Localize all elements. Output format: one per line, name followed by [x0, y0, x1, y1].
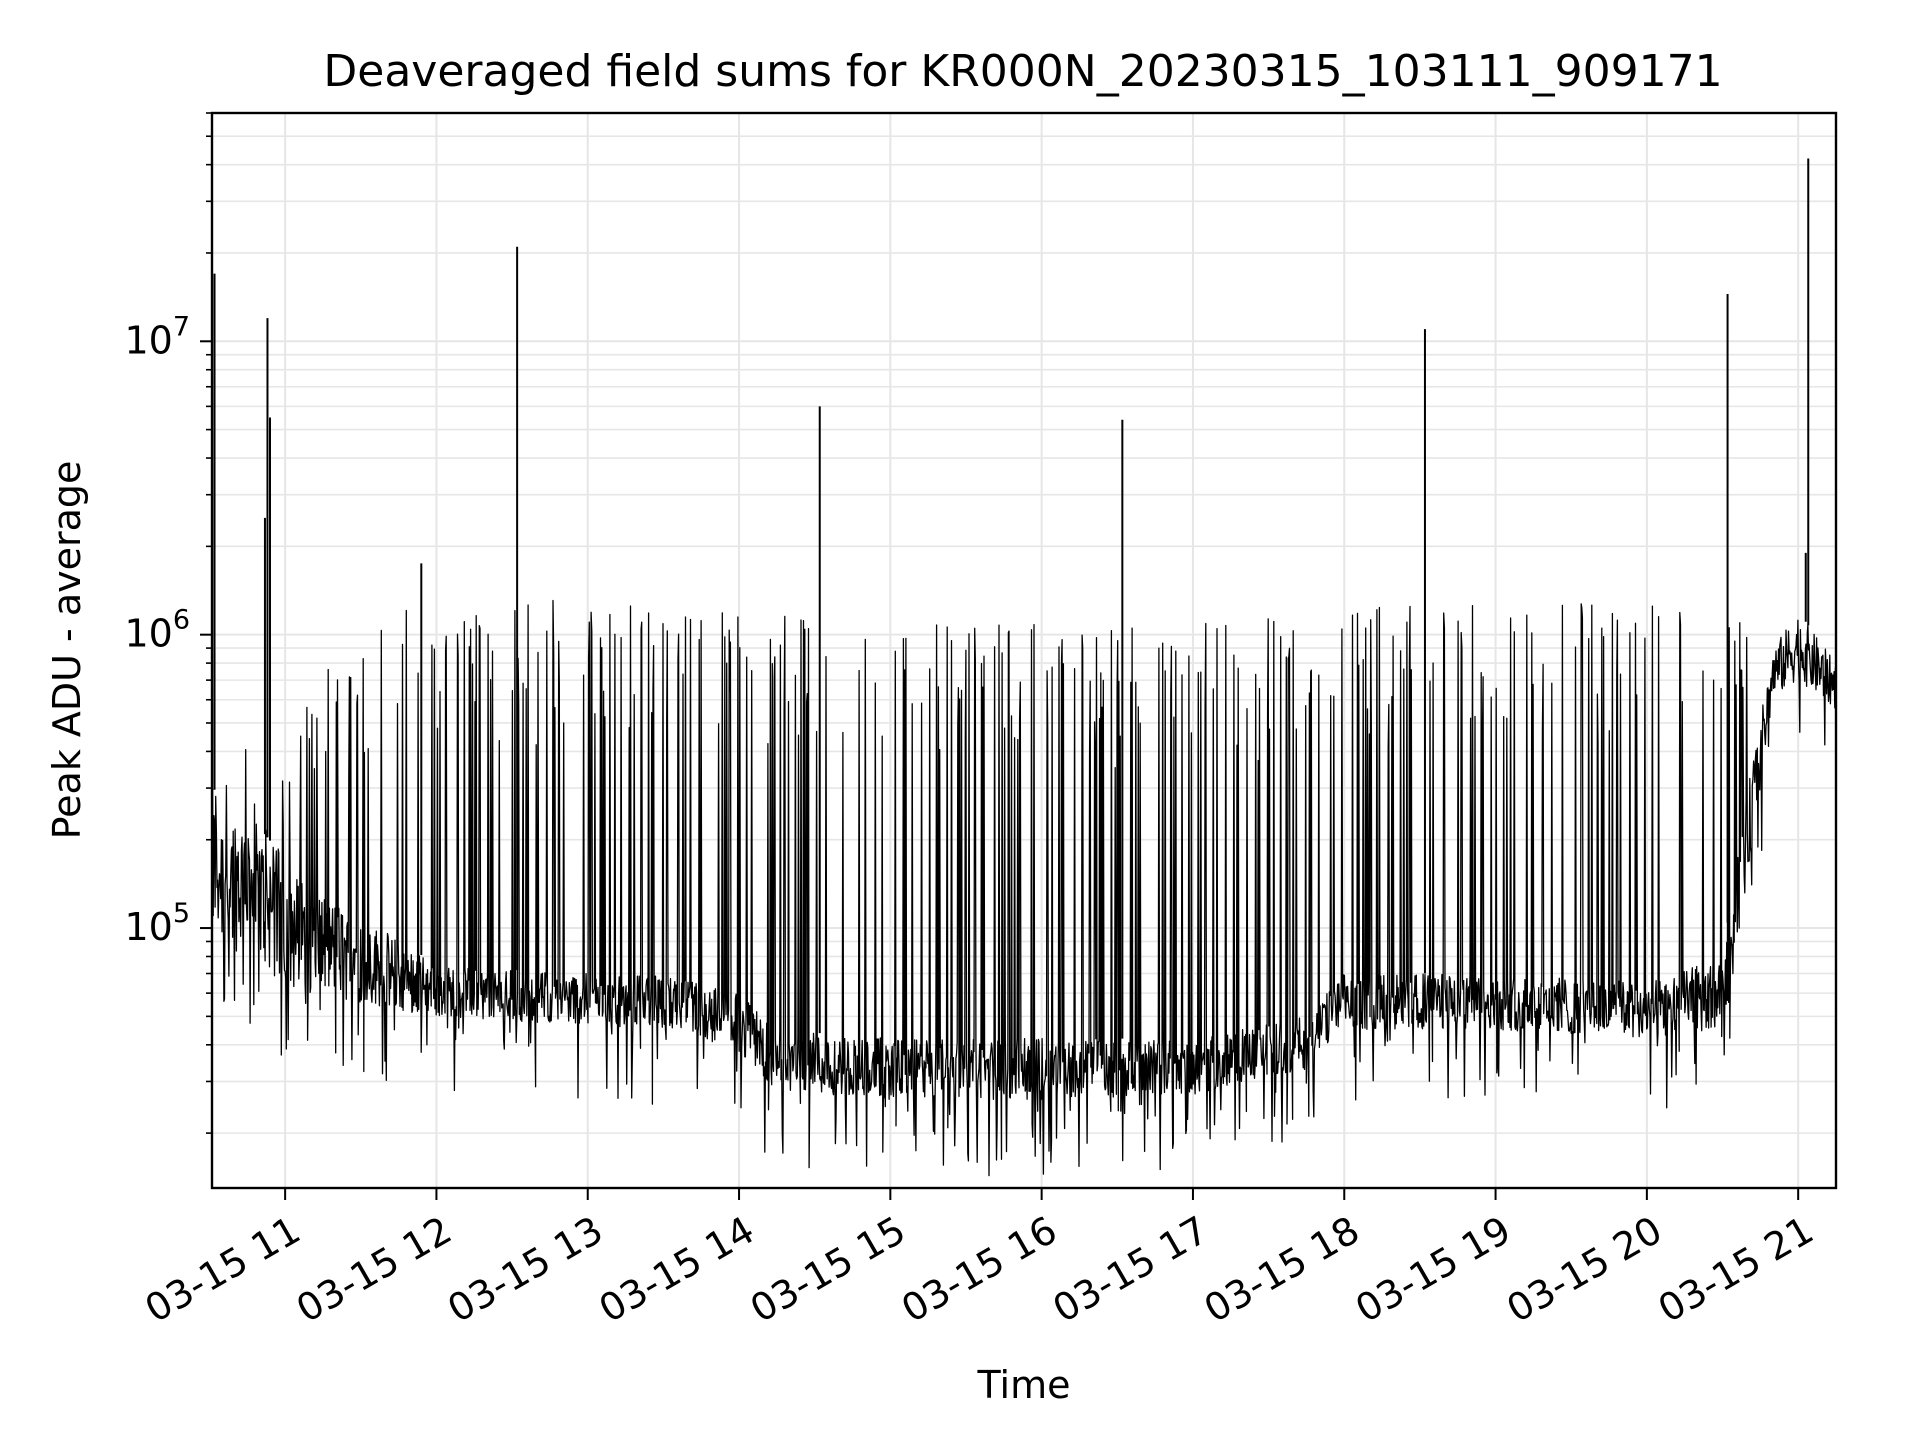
y-axis: 105 106 107	[124, 112, 212, 1134]
y-tick-label: 106	[124, 605, 190, 656]
chart-title: Deaveraged field sums for KR000N_2023031…	[323, 46, 1722, 97]
y-axis-label: Peak ADU - average	[45, 461, 89, 840]
x-axis-label: Time	[977, 1363, 1071, 1407]
series-line	[211, 158, 1837, 1177]
plot-frame	[210, 111, 1838, 1190]
series-path	[211, 599, 1837, 1177]
y-tick-label: 105	[124, 898, 190, 949]
y-tick-label: 107	[124, 311, 190, 362]
